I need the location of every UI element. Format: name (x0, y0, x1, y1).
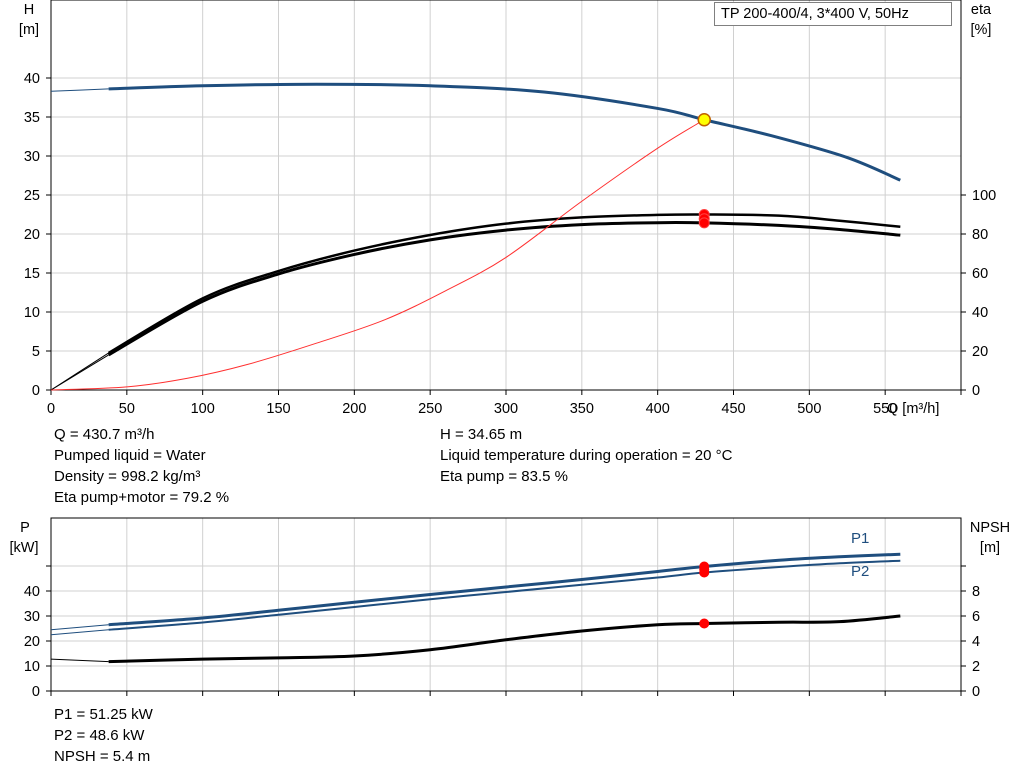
y-left-tick-label: 35 (24, 110, 40, 126)
info-eta-pump-motor: Eta pump+motor = 79.2 % (54, 489, 230, 506)
y-left-tick-label: 0 (32, 383, 40, 399)
head-curve (108, 82, 901, 182)
info-flow: Q = 430.7 m³/h (54, 426, 155, 443)
x-tick-label: 350 (570, 401, 594, 417)
y-right-tick-label: 60 (972, 266, 988, 282)
x-tick-label: 200 (342, 401, 366, 417)
p1-series-label: P1 (851, 530, 869, 547)
y-left-tick-label: 15 (24, 266, 40, 282)
y-left-tick-label: 5 (32, 344, 40, 360)
y-right-axis-unit: [%] (971, 22, 992, 38)
npsh-axis-tick-label: 4 (972, 634, 980, 650)
info-eta-pump: Eta pump = 83.5 % (440, 468, 568, 485)
npsh-axis-tick-label: 0 (972, 684, 980, 700)
info-head: H = 34.65 m (440, 426, 523, 443)
info-top-left: Q = 430.7 m³/h Pumped liquid = Water Den… (54, 424, 229, 508)
x-tick-label: 50 (119, 401, 135, 417)
x-tick-label: 150 (266, 401, 290, 417)
npsh-axis-tick-label: 6 (972, 609, 980, 625)
p1-curve-extension (50, 624, 109, 631)
x-tick-label: 100 (191, 401, 215, 417)
npsh-axis-unit: [m] (980, 540, 1000, 556)
y-right-tick-label: 80 (972, 227, 988, 243)
p2-curve-extension (50, 629, 109, 636)
info-p2: P2 = 48.6 kW (54, 727, 145, 744)
y-left-axis-label: H (24, 2, 34, 18)
y-right-tick-label: 40 (972, 305, 988, 321)
y-right-tick-label: 0 (972, 383, 980, 399)
head-curve-extension (50, 88, 109, 92)
y-right-tick-label: 100 (972, 188, 996, 204)
info-npsh: NPSH = 5.4 m (54, 748, 151, 765)
p-axis-label: P (20, 520, 30, 536)
p-axis-tick-label: 20 (24, 634, 40, 650)
y-left-tick-label: 10 (24, 305, 40, 321)
npsh-duty-point-marker (699, 618, 710, 629)
info-p1: P1 = 51.25 kW (54, 706, 153, 723)
x-tick-label: 0 (47, 401, 55, 417)
npsh-axis-tick-label: 8 (972, 584, 980, 600)
npsh-axis-tick-label: 2 (972, 659, 980, 675)
eta-pump-motor-curve-extension (50, 354, 109, 391)
info-bottom: P1 = 51.25 kW P2 = 48.6 kW NPSH = 5.4 m (54, 704, 153, 767)
power-duty-point-marker (699, 567, 710, 578)
p-axis-unit: [kW] (10, 540, 39, 556)
info-liquid-temperature: Liquid temperature during operation = 20… (440, 447, 733, 464)
x-tick-label: 550 (873, 401, 897, 417)
chart-title-legend: TP 200-400/4, 3*400 V, 50Hz (714, 2, 952, 26)
x-tick-label: 250 (418, 401, 442, 417)
p-axis-tick-label: 10 (24, 659, 40, 675)
x-tick-label: 500 (797, 401, 821, 417)
y-right-axis-label: eta (971, 2, 992, 18)
x-tick-label: 450 (721, 401, 745, 417)
eta-pump-curve (108, 213, 901, 355)
info-density: Density = 998.2 kg/m³ (54, 468, 201, 485)
info-top-right: H = 34.65 m Liquid temperature during op… (440, 424, 732, 487)
npsh-axis-label: NPSH (970, 520, 1010, 536)
p-axis-tick-label: 0 (32, 684, 40, 700)
p-axis-tick-label: 30 (24, 609, 40, 625)
npsh-curve-extension (50, 658, 109, 663)
p2-series-label: P2 (851, 563, 869, 580)
y-left-tick-label: 30 (24, 149, 40, 165)
x-tick-label: 300 (494, 401, 518, 417)
p2-curve (108, 559, 901, 631)
duty-point-marker (697, 112, 711, 127)
npsh-curve (108, 614, 901, 664)
y-left-axis-unit: [m] (19, 22, 39, 38)
eta-duty-point-marker (698, 217, 710, 229)
p1-curve (108, 552, 901, 627)
p-axis-tick-label: 40 (24, 584, 40, 600)
y-right-tick-label: 20 (972, 344, 988, 360)
info-pumped-liquid: Pumped liquid = Water (54, 447, 206, 464)
x-tick-label: 400 (646, 401, 670, 417)
eta-pump-motor-curve (107, 221, 901, 357)
system-curve (50, 119, 705, 391)
x-axis-label: Q [m³/h] (887, 401, 939, 417)
y-left-tick-label: 40 (24, 71, 40, 87)
y-left-tick-label: 25 (24, 188, 40, 204)
y-left-tick-label: 20 (24, 227, 40, 243)
